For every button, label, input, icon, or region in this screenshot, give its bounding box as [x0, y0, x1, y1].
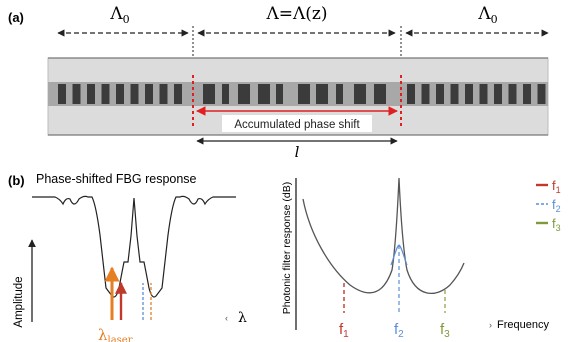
legend-f1-label: f1 — [552, 178, 561, 195]
grating-tooth — [407, 84, 415, 104]
grating-tooth — [238, 84, 250, 104]
legend-f2-label: f2 — [552, 197, 561, 214]
wavelength-axis-tick: ‹ — [225, 313, 228, 323]
length-label: l — [295, 143, 300, 161]
grating-tooth — [258, 84, 270, 104]
grating-tooth — [450, 84, 459, 104]
f2-label: f2 — [394, 321, 404, 340]
grating-tooth — [421, 84, 430, 104]
grating-tooth — [203, 84, 215, 104]
left-period-label: Λ0 — [109, 4, 129, 26]
grating-tooth — [58, 84, 66, 104]
grating-tooth — [116, 84, 124, 104]
frequency-axis-label: Frequency — [497, 319, 549, 331]
phase-shift-label-box — [222, 115, 372, 132]
grating-tooth — [174, 84, 182, 104]
center-period-label: Λ=Λ(z) — [265, 4, 327, 24]
frequency-axis-tick: › — [489, 320, 492, 330]
grating-tooth — [130, 84, 139, 104]
grating-tooth — [145, 84, 153, 104]
grating-pattern — [58, 84, 546, 104]
fbg-response-curve — [32, 195, 236, 298]
photonic-response-curve — [302, 177, 465, 294]
grating-tooth — [508, 84, 517, 104]
f1-label: f1 — [339, 321, 349, 340]
amplitude-axis-label: Amplitude — [13, 276, 25, 327]
photonic-axis-label: Photonic filter response (dB) — [281, 182, 293, 314]
panel-b-label: (b) — [8, 173, 25, 188]
legend: f1 f2 f3 — [536, 178, 561, 233]
legend-f3-label: f3 — [552, 216, 561, 233]
grating-tooth — [276, 84, 283, 104]
grating-tooth — [354, 84, 366, 104]
grating-tooth — [336, 84, 343, 104]
f3-label: f3 — [440, 321, 450, 340]
right-period-label: Λ0 — [477, 4, 497, 26]
grating-tooth — [436, 84, 444, 104]
grating-tooth — [222, 84, 229, 104]
laser-label: λlaser — [98, 326, 133, 342]
fbg-response-title: Phase-shifted FBG response — [36, 172, 197, 186]
grating-tooth — [159, 84, 168, 104]
panel-b: (b) Phase-shifted FBG response Amplitude… — [8, 172, 561, 342]
grating-tooth — [494, 84, 502, 104]
wavelength-axis-label: λ — [238, 310, 247, 326]
grating-tooth — [465, 84, 473, 104]
grating-tooth — [523, 84, 531, 104]
grating-tooth — [87, 84, 95, 104]
grating-tooth — [316, 84, 328, 104]
grating-tooth — [374, 84, 386, 104]
grating-tooth — [298, 84, 310, 104]
grating-tooth — [72, 84, 81, 104]
grating-tooth — [479, 84, 488, 104]
panel-a-label: (a) — [8, 10, 24, 25]
f2-marker-curve — [390, 244, 408, 266]
phase-shift-label: Accumulated phase shift — [234, 119, 360, 131]
grating-tooth — [537, 84, 546, 104]
grating-tooth — [101, 84, 110, 104]
panel-a: (a) Λ0 Λ=Λ(z) Λ0 Accumulated phase shift — [8, 4, 549, 161]
